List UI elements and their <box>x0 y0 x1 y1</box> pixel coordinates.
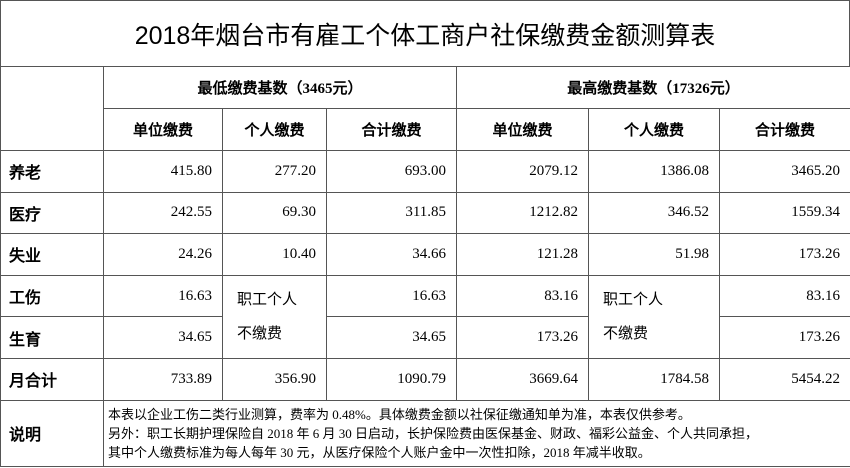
value-cell: 173.26 <box>719 316 850 359</box>
value-cell: 346.52 <box>588 191 721 235</box>
value-cell: 5454.22 <box>719 357 850 401</box>
value-cell: 24.26 <box>103 233 223 276</box>
value-cell: 693.00 <box>325 150 458 193</box>
data-row: 养老 415.80 277.20 693.00 2079.12 1386.08 3465.2… <box>0 150 850 193</box>
merged-cell: 职工个人 不缴费 <box>222 274 327 359</box>
data-row: 失业 24.26 10.40 34.66 121.28 51.98 173.26 <box>0 233 850 276</box>
group-header: 最高缴费基数（17326元） <box>456 66 850 109</box>
row-label: 医疗 <box>0 191 104 235</box>
data-row: 生育 34.65 34.65 173.26 173.26 <box>0 316 850 359</box>
row-label: 失业 <box>0 233 104 276</box>
value-cell: 16.63 <box>325 274 458 318</box>
value-cell: 10.40 <box>222 233 327 276</box>
table: 最低缴费基数（3465元） 最高缴费基数（17326元） 单位缴费 个人缴费 合计缴费单… <box>0 66 850 467</box>
value-cell: 1090.79 <box>325 357 458 401</box>
column-header: 合计缴费 <box>325 108 458 151</box>
row-label: 养老 <box>0 150 104 193</box>
value-cell: 1559.34 <box>719 191 850 235</box>
value-cell: 83.16 <box>719 274 850 318</box>
value-cell: 415.80 <box>103 150 223 193</box>
merged-line: 职工个人 <box>237 291 298 308</box>
data-row: 工伤 16.63 职工个人 不缴费 16.63 83.16 职工个人 不缴费 83.16 <box>0 274 850 359</box>
merged-cell: 职工个人 不缴费 <box>588 274 721 359</box>
merged-line: 不缴费 <box>603 325 649 342</box>
row-label: 工伤 <box>0 274 104 318</box>
value-cell: 3465.20 <box>719 150 850 193</box>
note-line: 其中个人缴费标准为每人每年 30 元，从医疗保险个人账户金中一次性扣除，2018… <box>108 444 651 460</box>
value-cell: 311.85 <box>325 191 458 235</box>
header-row: 最低缴费基数（3465元） 最高缴费基数（17326元） <box>0 66 850 151</box>
value-cell: 733.89 <box>103 357 223 401</box>
value-cell: 51.98 <box>588 233 721 276</box>
merged-line: 职工个人 <box>603 291 664 308</box>
value-cell: 173.26 <box>719 233 850 276</box>
merged-line: 不缴费 <box>237 325 283 342</box>
table-title: 2018年烟台市有雇工个体工商户社保缴费金额测算表 <box>0 0 850 66</box>
column-header: 合计缴费 <box>719 108 850 151</box>
notes-row: 说明 本表以企业工伤二类行业测算，费率为 0.48%。具体缴费金额以社保征缴通知单… <box>0 399 850 467</box>
note-line: 另外：职工长期护理保险自 2018 年 6 月 30 日启动，长护保险费由医保基… <box>108 425 759 441</box>
data-row: 医疗 242.55 69.30 311.85 1212.82 346.52 1559.34 <box>0 191 850 235</box>
value-cell: 356.90 <box>222 357 327 401</box>
value-cell: 3669.64 <box>456 357 590 401</box>
row-label: 生育 <box>0 316 104 359</box>
data-row: 月合计 733.89 356.90 1090.79 3669.64 1784.58 5454… <box>0 357 850 401</box>
value-cell: 83.16 <box>456 274 590 318</box>
header-row: 单位缴费 个人缴费 合计缴费 单位缴费 个人缴费 合计缴费 <box>1 108 850 151</box>
group-header: 最低缴费基数（3465元） <box>102 66 458 109</box>
value-cell: 34.66 <box>325 233 458 276</box>
value-cell: 173.26 <box>456 316 590 359</box>
value-cell: 1212.82 <box>456 191 590 235</box>
value-cell: 242.55 <box>103 191 223 235</box>
value-cell: 34.65 <box>325 316 458 359</box>
value-cell: 34.65 <box>103 316 223 359</box>
column-header: 单位缴费 <box>103 108 223 151</box>
value-cell: 277.20 <box>222 150 327 193</box>
column-header: 个人缴费 <box>588 108 721 151</box>
notes-cell: 本表以企业工伤二类行业测算，费率为 0.48%。具体缴费金额以社保征缴通知单为准… <box>102 399 850 467</box>
value-cell: 69.30 <box>222 191 327 235</box>
notes-label: 说明 <box>0 399 104 467</box>
value-cell: 2079.12 <box>456 150 590 193</box>
value-cell: 121.28 <box>456 233 590 276</box>
value-cell: 1386.08 <box>588 150 721 193</box>
value-cell: 1784.58 <box>588 357 721 401</box>
row-label: 月合计 <box>0 357 104 401</box>
column-header: 单位缴费 <box>456 108 590 151</box>
value-cell: 16.63 <box>103 274 223 318</box>
column-header: 个人缴费 <box>222 108 327 151</box>
corner-cell <box>0 66 104 151</box>
note-line: 本表以企业工伤二类行业测算，费率为 0.48%。具体缴费金额以社保征缴通知单为准… <box>108 406 691 422</box>
